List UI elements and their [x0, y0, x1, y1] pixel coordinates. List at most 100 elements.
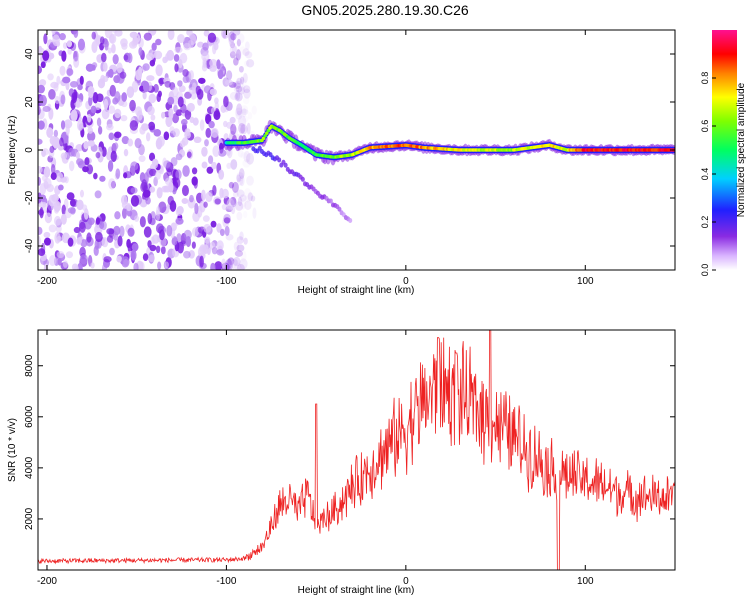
noise-cell: [240, 105, 249, 114]
noise-cell: [120, 195, 128, 205]
noise-cell: [79, 75, 84, 86]
noise-cell: [102, 75, 109, 83]
noise-cell: [48, 224, 57, 233]
noise-cell: [239, 175, 245, 187]
noise-cell: [247, 192, 254, 202]
noise-cell: [38, 176, 41, 186]
noise-cell: [130, 187, 138, 194]
noise-cell: [226, 70, 233, 81]
noise-cell: [236, 77, 243, 85]
noise-cell: [186, 151, 192, 159]
noise-cell: [181, 185, 189, 197]
noise-cell: [237, 196, 243, 207]
noise-cell: [155, 245, 161, 254]
noise-cell: [202, 215, 210, 222]
noise-cell: [149, 59, 156, 67]
noise-cell: [116, 255, 123, 263]
noise-cell: [67, 237, 74, 247]
noise-cell: [142, 253, 149, 261]
noise-cell: [220, 30, 230, 39]
noise-cell: [238, 65, 244, 73]
noise-cell: [156, 136, 165, 147]
noise-cell: [120, 114, 128, 122]
x-tick-label: -200: [37, 276, 57, 287]
noise-cell: [62, 42, 68, 49]
noise-cell: [206, 166, 214, 174]
noise-cell: [109, 247, 115, 256]
noise-cell: [93, 172, 98, 180]
noise-cell: [236, 38, 241, 47]
noise-cell: [236, 189, 245, 198]
noise-cell: [239, 231, 244, 241]
noise-cell: [213, 110, 221, 121]
noise-cell: [244, 51, 253, 59]
noise-cell: [231, 45, 237, 53]
noise-cell: [173, 177, 181, 189]
noise-cell: [167, 30, 175, 40]
noise-cell: [106, 151, 112, 161]
noise-cell: [50, 172, 57, 180]
noise-cell: [38, 84, 45, 94]
snr-y-ticks: 2000 4000 6000 8000: [24, 354, 675, 530]
noise-cell: [237, 149, 244, 158]
noise-cell: [61, 50, 67, 62]
noise-cell: [139, 126, 146, 135]
noise-cell: [79, 221, 86, 233]
noise-cell: [243, 237, 248, 245]
x-tick-label: -100: [216, 276, 236, 287]
noise-cell: [106, 123, 114, 131]
noise-cell: [203, 30, 210, 37]
noise-cell: [164, 80, 172, 88]
noise-cell: [179, 140, 186, 148]
noise-cell: [196, 88, 204, 100]
noise-cell: [188, 87, 196, 95]
noise-cell: [76, 237, 83, 245]
x-tick-label: 100: [577, 276, 594, 287]
noise-cell: [88, 95, 93, 107]
noise-cell: [117, 235, 123, 247]
noise-cell: [153, 129, 162, 137]
noise-cell: [235, 53, 240, 61]
noise-cell: [201, 52, 210, 62]
noise-cell: [182, 165, 190, 177]
noise-cell: [69, 80, 79, 88]
noise-cell: [86, 113, 92, 123]
noise-cell: [145, 132, 151, 142]
noise-cell: [220, 104, 227, 114]
noise-cell: [184, 91, 192, 99]
secondary-trace-cell: [283, 162, 288, 168]
noise-cell: [235, 201, 244, 211]
spectrogram-x-label: Height of straight line (km): [298, 285, 415, 296]
noise-cell: [129, 99, 136, 112]
noise-cell: [138, 155, 146, 162]
noise-cell: [186, 102, 195, 112]
noise-cell: [176, 233, 182, 243]
noise-cell: [158, 201, 167, 213]
trace-core-cell: [266, 128, 271, 133]
noise-cell: [243, 210, 248, 218]
y-tick-label: 2000: [24, 507, 35, 530]
spectrogram-y-label: Frequency (Hz): [7, 116, 18, 185]
noise-cell: [181, 118, 188, 126]
y-tick-label: 4000: [24, 456, 35, 479]
noise-cell: [153, 83, 159, 93]
noise-cell: [71, 263, 79, 270]
colorbar-tick-label: 0.6: [700, 120, 710, 133]
noise-cell: [156, 206, 161, 216]
snr-x-ticks: -200 -100 0 100: [37, 330, 594, 587]
noise-cell: [87, 140, 95, 147]
noise-cell: [112, 30, 118, 34]
noise-cell: [233, 256, 241, 267]
noise-cell: [160, 111, 166, 119]
noise-cell: [114, 91, 121, 103]
noise-cell: [142, 189, 151, 198]
noise-cell: [50, 81, 59, 89]
noise-cell: [212, 145, 220, 157]
noise-cell: [126, 210, 133, 217]
noise-cell: [131, 80, 139, 93]
noise-cell: [43, 263, 49, 270]
noise-cell: [175, 153, 183, 161]
noise-cell: [174, 46, 183, 53]
noise-cell: [197, 41, 204, 48]
snr-frame: [37, 329, 676, 571]
